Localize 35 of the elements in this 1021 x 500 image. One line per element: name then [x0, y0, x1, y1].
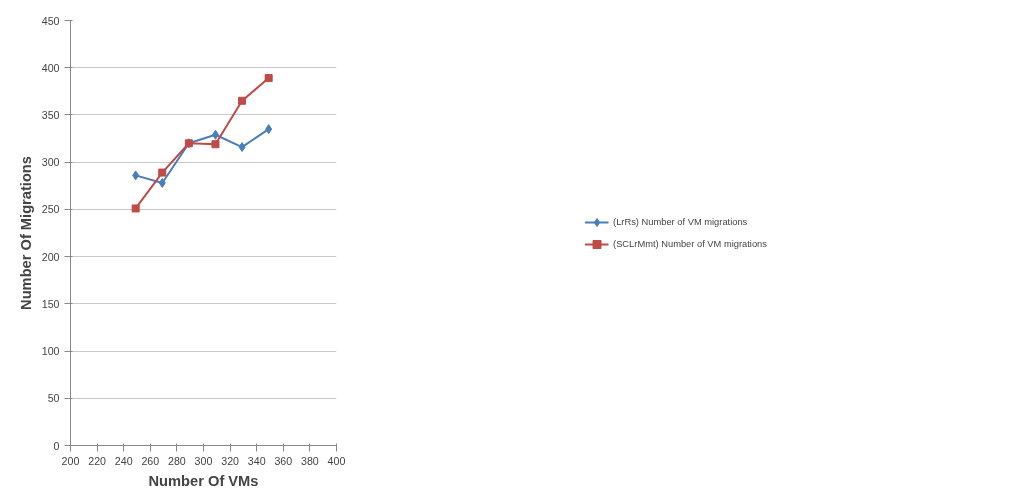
point — [238, 96, 247, 105]
point — [211, 129, 219, 140]
x-tick-label: 300 — [194, 454, 213, 467]
point — [158, 168, 167, 177]
y-tick-label: 100 — [41, 345, 60, 358]
x-axis-title: Number Of VMs — [148, 472, 259, 489]
x-tick-label: 380 — [301, 454, 319, 467]
x-tick-label: 320 — [221, 454, 240, 467]
point — [131, 204, 140, 213]
x-tick-label: 260 — [141, 454, 160, 467]
y-tick-label: 50 — [47, 392, 60, 405]
point — [158, 177, 166, 188]
x-tick-label: 240 — [114, 454, 133, 467]
point — [238, 142, 246, 153]
y-tick-label: 400 — [41, 61, 60, 74]
y-tick-label: 0 — [53, 439, 60, 452]
point — [211, 140, 220, 149]
legend-label: (SCLrMmt) Number of VM migrations — [613, 238, 767, 249]
x-tick-label: 280 — [168, 454, 186, 467]
point — [264, 74, 273, 83]
x-tick-label: 400 — [327, 454, 346, 467]
y-tick-label: 450 — [41, 14, 60, 27]
point — [132, 170, 140, 181]
y-tick-label: 350 — [41, 108, 60, 121]
y-axis-title: Number Of Migrations — [17, 156, 34, 310]
point — [265, 124, 273, 135]
x-tick-label: 340 — [247, 454, 266, 467]
x-tick-label: 220 — [88, 454, 107, 467]
y-tick-label: 150 — [41, 297, 60, 310]
legend-label: (LrRs) Number of VM migrations — [613, 216, 748, 227]
y-tick-label: 200 — [41, 250, 60, 263]
y-tick-label: 300 — [41, 156, 60, 169]
y-tick-label: 250 — [41, 203, 60, 216]
x-tick-label: 360 — [274, 454, 293, 467]
x-tick-label: 200 — [61, 454, 80, 467]
